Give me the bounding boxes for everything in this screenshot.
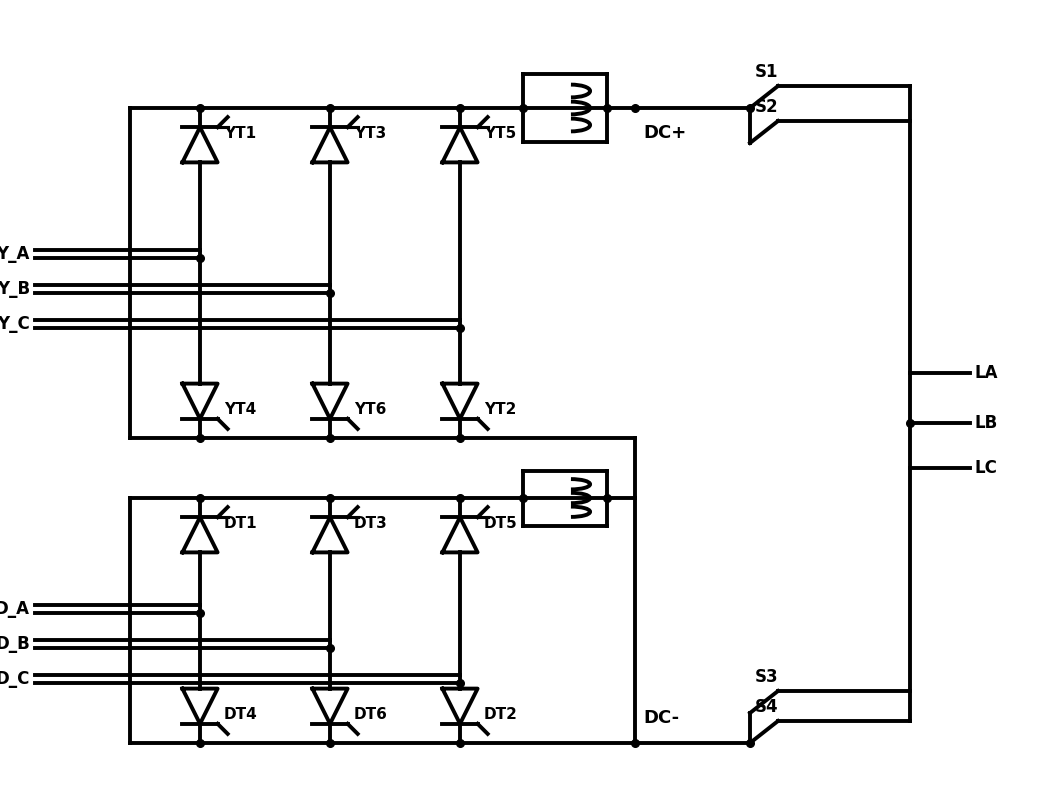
Text: DT1: DT1 (224, 516, 258, 531)
Text: D_C: D_C (0, 670, 30, 688)
Text: YT2: YT2 (484, 402, 517, 417)
Text: DT4: DT4 (224, 707, 258, 722)
Text: S2: S2 (755, 98, 779, 116)
Text: D_A: D_A (0, 600, 30, 618)
Text: YT1: YT1 (224, 126, 256, 141)
Text: YT3: YT3 (354, 126, 386, 141)
Text: YT4: YT4 (224, 402, 256, 417)
Text: DT2: DT2 (484, 707, 518, 722)
Text: S1: S1 (755, 63, 779, 81)
Text: D_B: D_B (0, 635, 30, 653)
Text: LC: LC (974, 459, 997, 477)
Text: S3: S3 (755, 668, 779, 686)
Text: DC-: DC- (643, 709, 679, 727)
Text: LA: LA (974, 364, 998, 382)
Text: Y_B: Y_B (0, 280, 30, 298)
Text: DC+: DC+ (643, 124, 686, 142)
Text: YT6: YT6 (354, 402, 387, 417)
Text: DT5: DT5 (484, 516, 518, 531)
Text: Y_C: Y_C (0, 315, 30, 333)
Text: LB: LB (974, 414, 998, 432)
Text: DT3: DT3 (354, 516, 388, 531)
Text: DT6: DT6 (354, 707, 388, 722)
Text: YT5: YT5 (484, 126, 516, 141)
Text: S4: S4 (755, 698, 779, 716)
Text: Y_A: Y_A (0, 245, 30, 263)
